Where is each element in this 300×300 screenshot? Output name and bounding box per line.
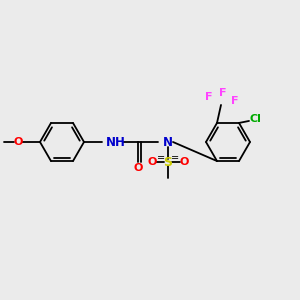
Text: =: = — [171, 153, 179, 163]
Text: Cl: Cl — [249, 114, 261, 124]
Text: NH: NH — [106, 136, 126, 148]
Text: F: F — [231, 96, 239, 106]
Text: F: F — [205, 92, 213, 102]
Text: O: O — [179, 157, 189, 167]
Text: S: S — [164, 155, 172, 169]
Text: O: O — [13, 137, 23, 147]
Text: N: N — [163, 136, 173, 148]
Text: =: = — [157, 153, 165, 163]
Text: O: O — [133, 163, 143, 173]
Text: F: F — [219, 88, 227, 98]
Text: O: O — [147, 157, 157, 167]
